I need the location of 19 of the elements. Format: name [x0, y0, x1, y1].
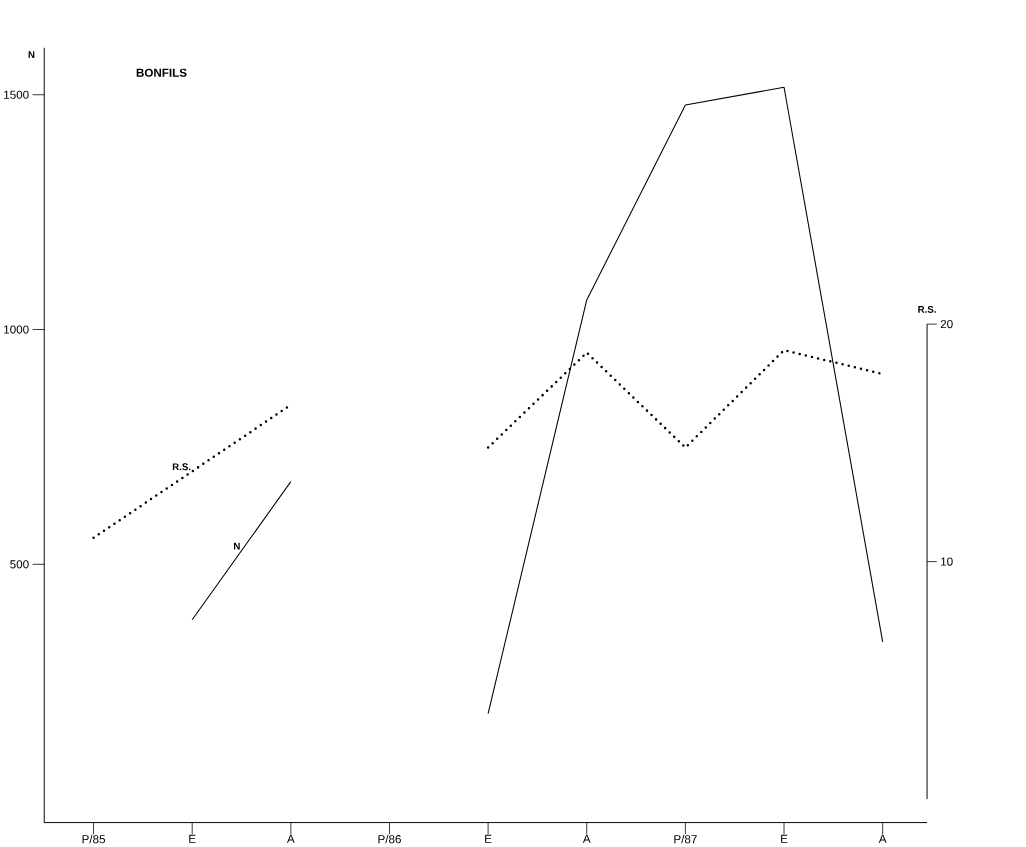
- x-tick-label: P/87: [674, 835, 697, 844]
- y-tick-label: 500: [10, 560, 29, 569]
- x-tick-label: E: [485, 835, 492, 843]
- y-axis-title: N: [28, 51, 35, 59]
- text: BONFILS: [136, 68, 187, 78]
- y2-tick-label: 10: [941, 557, 953, 566]
- x-tick-label: E: [781, 835, 788, 843]
- series-label: N: [234, 543, 240, 550]
- x-tick-label: A: [286, 835, 295, 843]
- x-tick-label: E: [189, 835, 196, 843]
- x-tick-label: P/86: [378, 835, 401, 844]
- x-tick-label: A: [582, 835, 591, 843]
- y2-tick-label: 20: [940, 320, 953, 329]
- y-tick-label: 1000: [4, 325, 29, 334]
- series-label: R.S.: [172, 463, 191, 471]
- y2-axis-title: R.S.: [918, 306, 936, 314]
- x-tick-label: P/85: [82, 835, 106, 844]
- x-tick-label: A: [878, 835, 887, 843]
- y-tick-label: 1500: [4, 90, 29, 100]
